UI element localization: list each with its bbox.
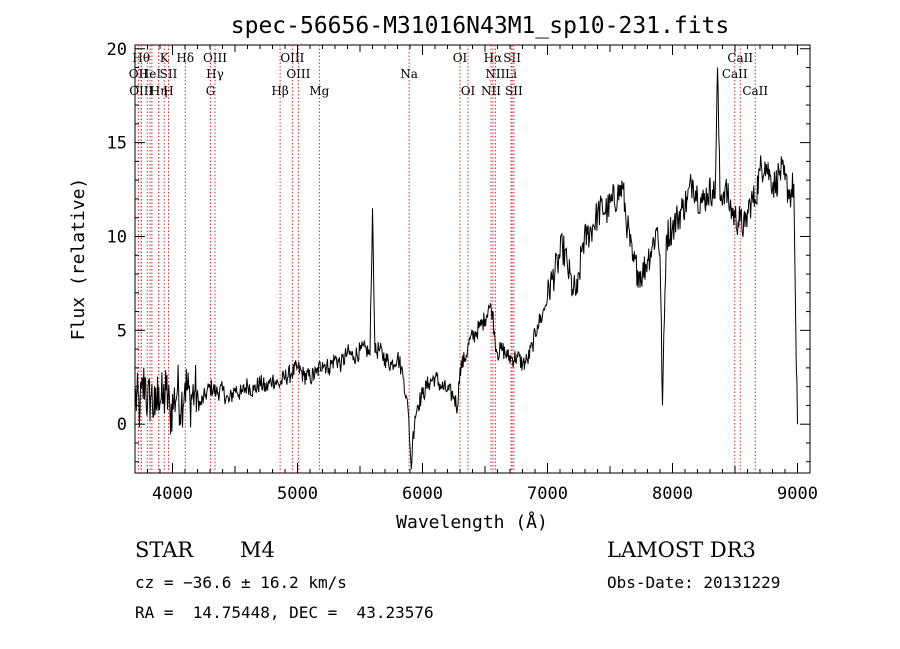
line-marker-label: Hβ — [271, 84, 288, 98]
y-tick-label: 10 — [107, 227, 127, 247]
line-marker-label: CaII — [722, 67, 748, 81]
line-marker-label: SII — [505, 84, 523, 98]
survey-name: LAMOST DR3 — [607, 538, 756, 562]
x-tick-label: 6000 — [402, 484, 443, 504]
x-tick-label: 5000 — [277, 484, 318, 504]
y-tick-label: 0 — [117, 415, 127, 435]
observation-date: Obs-Date: 20131229 — [607, 573, 781, 592]
line-marker-label: OI — [461, 84, 476, 98]
line-marker-label: Na — [400, 67, 418, 81]
y-tick-label: 20 — [107, 40, 127, 60]
line-marker-label: NII — [481, 84, 501, 98]
x-axis-label: Wavelength (Å) — [396, 511, 548, 533]
chart-title: spec-56656-M31016N43M1_sp10-231.fits — [231, 13, 730, 39]
axis-ticks: 4000 5000 6000 7000 8000 9000 0 5 10 15 20 — [107, 40, 818, 504]
line-marker-label: NII — [485, 67, 505, 81]
y-tick-label: 15 — [107, 134, 127, 154]
spectrum-line — [134, 67, 798, 470]
x-tick-label: 9000 — [777, 484, 818, 504]
line-marker-label: CaII — [742, 84, 768, 98]
line-marker-label: SII — [503, 51, 521, 65]
object-class: STAR — [135, 538, 194, 562]
x-tick-label: 8000 — [652, 484, 693, 504]
line-marker-label: Li — [505, 67, 517, 81]
line-marker-label: Hη — [150, 84, 168, 98]
coordinates: RA = 14.75448, DEC = 43.23576 — [135, 603, 434, 622]
line-marker-label: Hθ — [132, 51, 150, 65]
line-marker-label: CaII — [727, 51, 753, 65]
plot-frame — [134, 44, 811, 474]
line-marker-label: G — [206, 84, 216, 98]
line-marker-label: HeI — [139, 67, 162, 81]
redshift-velocity: cz = −36.6 ± 16.2 km/s — [135, 573, 347, 592]
x-tick-label: 7000 — [527, 484, 568, 504]
line-marker-label: OI — [453, 51, 468, 65]
line-marker-label: Hγ — [206, 67, 224, 81]
y-tick-label: 5 — [117, 321, 127, 341]
line-marker-label: Hδ — [176, 51, 194, 65]
object-subclass: M4 — [240, 538, 275, 562]
line-marker-label: K — [160, 51, 170, 65]
y-axis-label: Flux (relative) — [68, 178, 89, 341]
line-marker-label: OIII — [280, 51, 304, 65]
line-marker-label: OII — [129, 67, 149, 81]
line-marker-label: Hα — [484, 51, 503, 65]
line-marker-label: OIII — [286, 67, 310, 81]
line-marker-label: H — [163, 84, 173, 98]
line-marker-label: OIII — [203, 51, 227, 65]
x-tick-label: 4000 — [152, 484, 193, 504]
line-marker-label: Mg — [309, 84, 329, 98]
line-marker-label: OIII — [129, 84, 153, 98]
